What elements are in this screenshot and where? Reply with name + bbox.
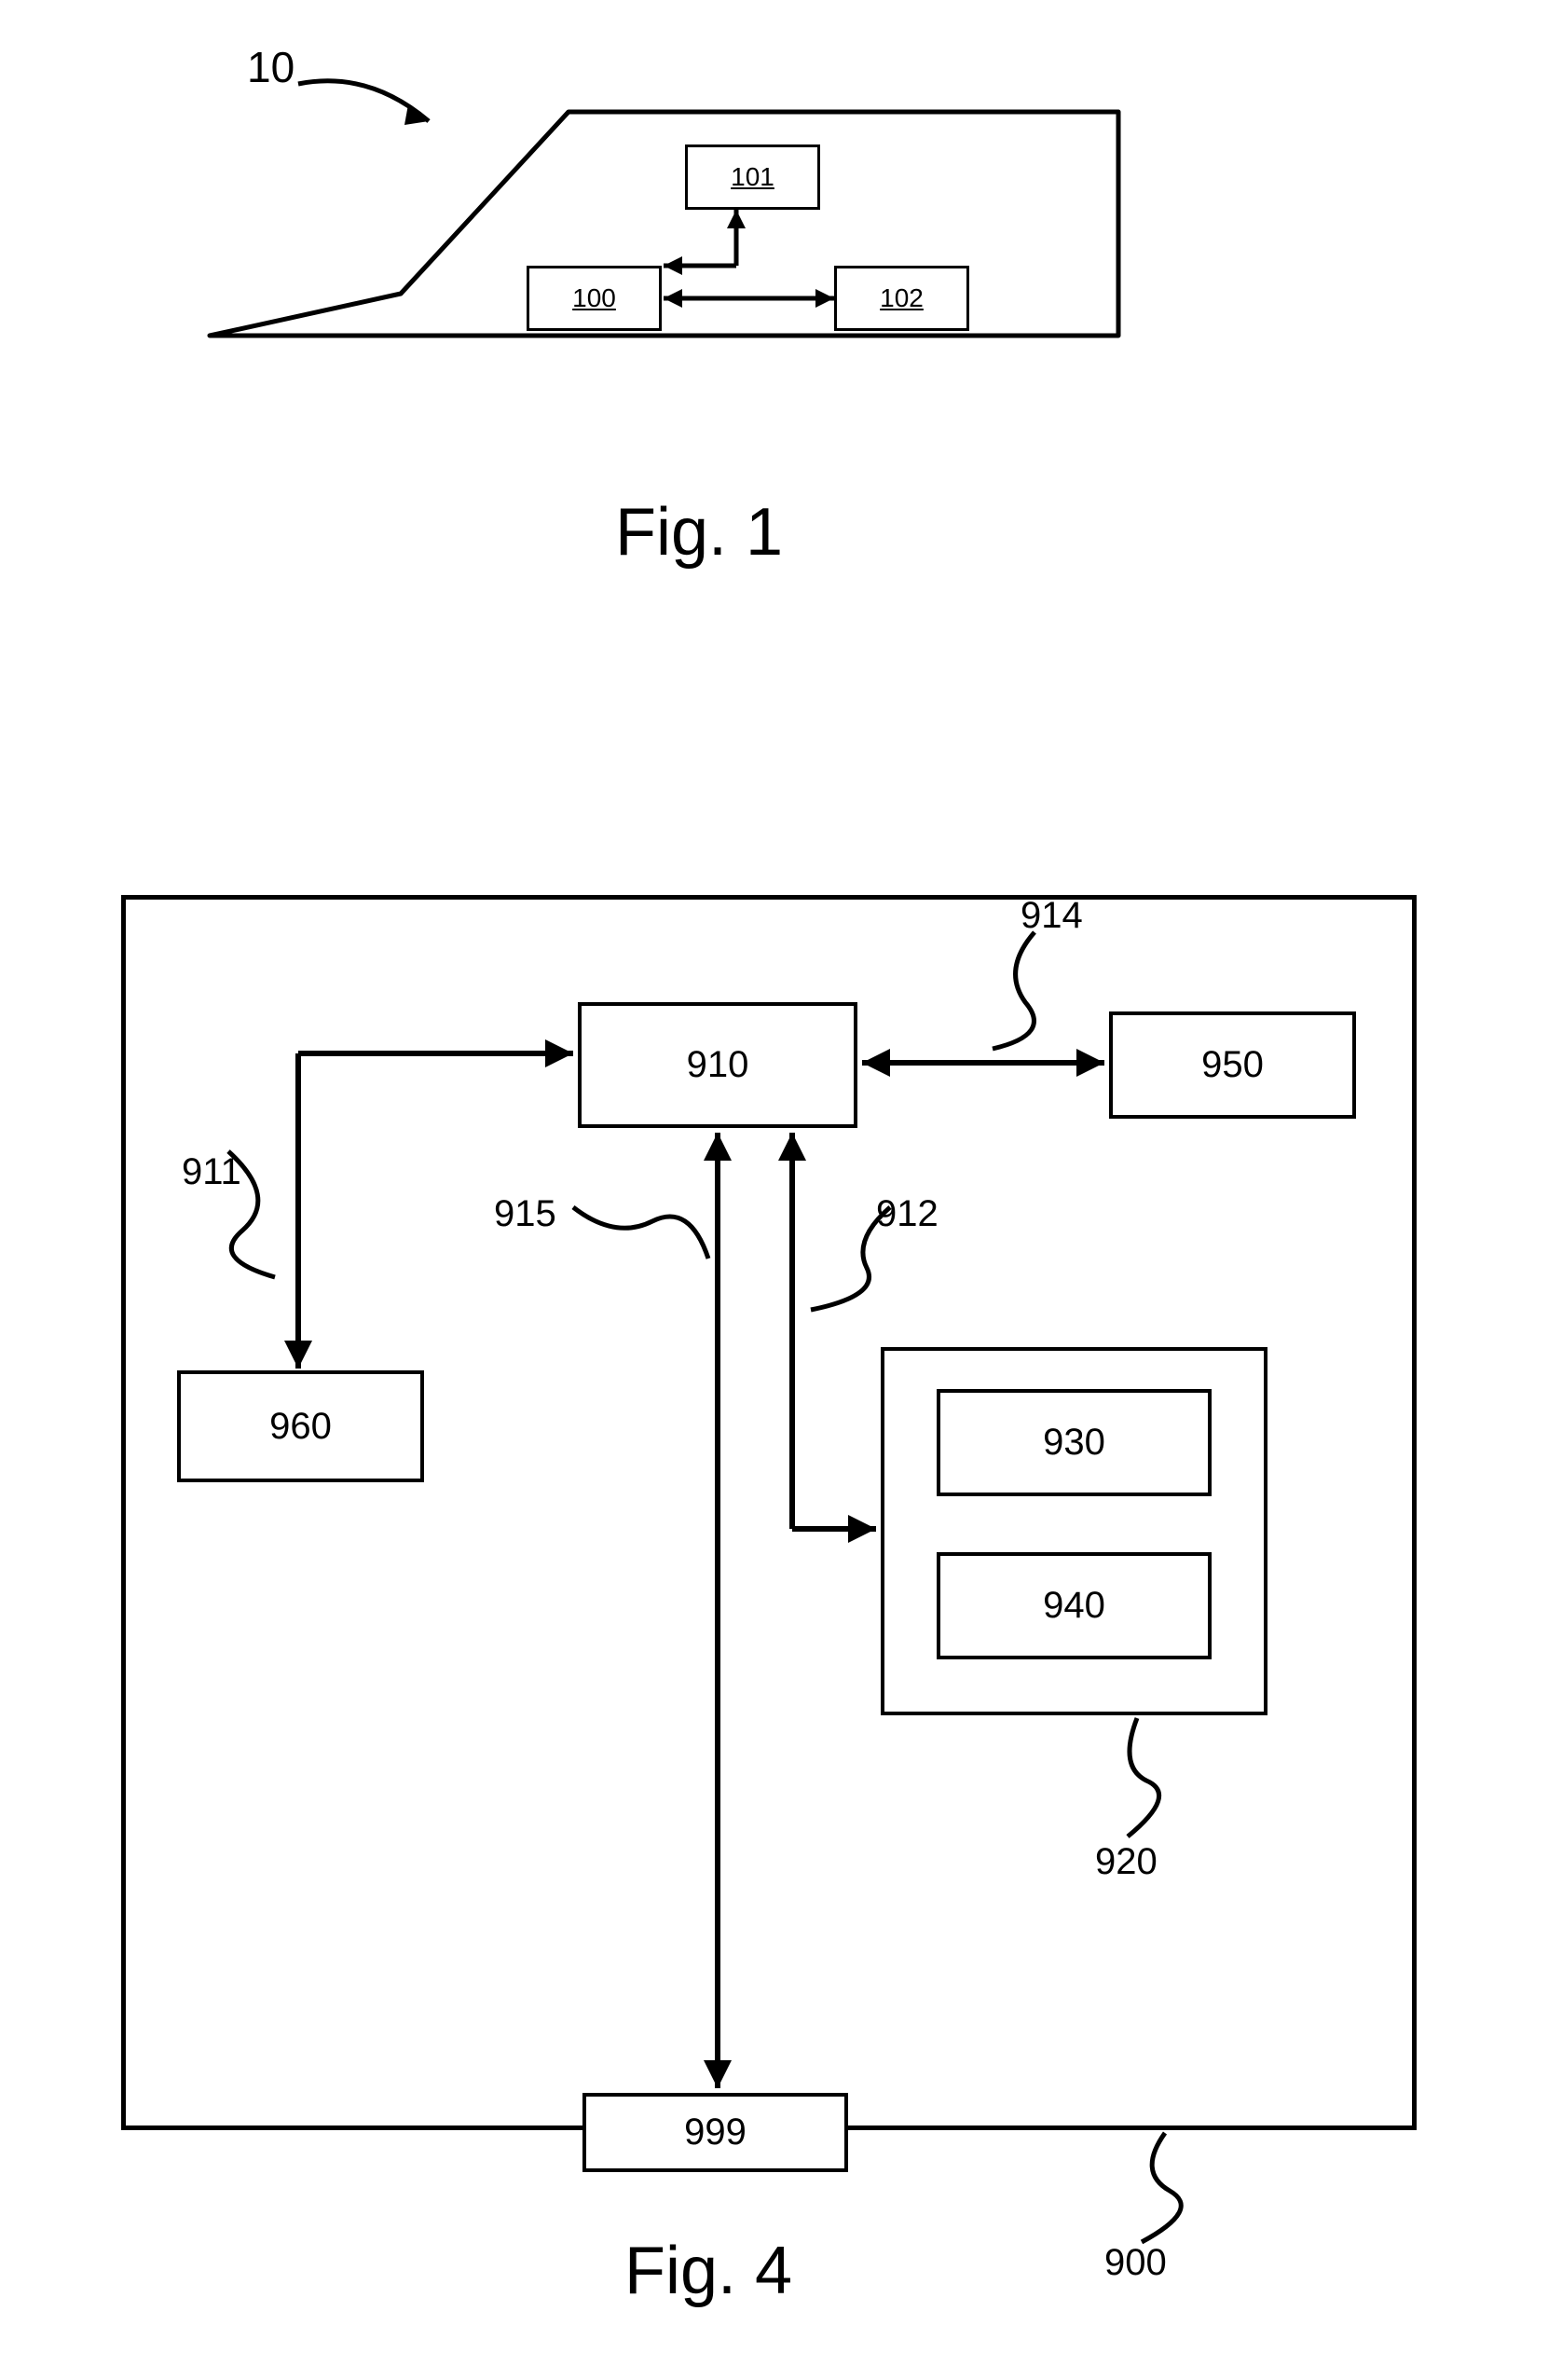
fig4-label-912: 912	[876, 1193, 939, 1235]
fig4-box-999: 999	[582, 2093, 848, 2172]
fig4-box-999-label: 999	[684, 2112, 747, 2153]
fig4-label-915: 915	[494, 1193, 556, 1235]
fig4-label-911: 911	[182, 1151, 241, 1193]
fig4-label-914: 914	[1021, 895, 1083, 937]
fig4-label-920: 920	[1095, 1841, 1158, 1883]
fig4-caption: Fig. 4	[624, 2233, 792, 2309]
fig4-label-900: 900	[1104, 2242, 1167, 2284]
page: 101 100 102 10 Fig. 1 910 950 960 930 94…	[0, 0, 1562, 2380]
